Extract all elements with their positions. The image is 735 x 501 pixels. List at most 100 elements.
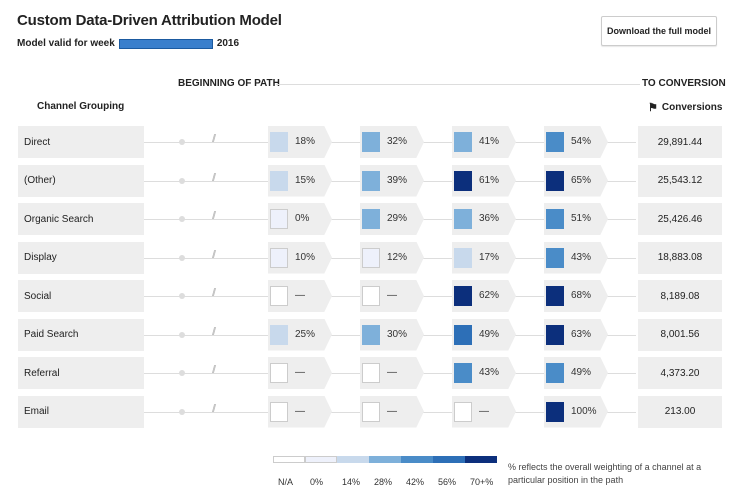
weight-swatch bbox=[454, 209, 472, 229]
weight-percent: 43% bbox=[571, 251, 592, 263]
weight-percent: 39% bbox=[387, 174, 408, 186]
weight-swatch bbox=[270, 324, 288, 345]
weight-percent: 51% bbox=[571, 213, 592, 224]
path-break-icon: // bbox=[212, 171, 216, 184]
path-dot bbox=[179, 139, 185, 145]
legend-swatch bbox=[433, 456, 465, 463]
path-step-3: 62% bbox=[452, 280, 516, 312]
weight-swatch bbox=[362, 363, 380, 383]
weight-swatch bbox=[454, 324, 472, 345]
path-step-4: 51% bbox=[544, 203, 608, 235]
path-step-3: 61% bbox=[452, 164, 516, 197]
weight-swatch bbox=[270, 247, 288, 268]
path-step-1: 25% bbox=[268, 318, 332, 351]
weight-swatch bbox=[362, 401, 380, 422]
path-dot bbox=[179, 370, 185, 376]
week-redaction-bar bbox=[118, 38, 213, 49]
model-validity: Model valid for week 2016 bbox=[17, 38, 239, 49]
table-row: // Direct 18% 32% 41% 54% 29,891.44 bbox=[0, 126, 735, 158]
weight-percent: 0% bbox=[295, 213, 310, 224]
channel-name[interactable]: (Other) bbox=[18, 164, 144, 197]
weight-swatch bbox=[546, 170, 564, 191]
download-model-button[interactable]: Download the full model bbox=[601, 16, 717, 46]
path-step-1: 15% bbox=[268, 164, 332, 197]
weight-swatch bbox=[454, 132, 472, 152]
weight-swatch bbox=[270, 170, 288, 191]
path-dot bbox=[179, 293, 185, 299]
path-break-icon: // bbox=[212, 287, 216, 299]
weight-percent: 54% bbox=[571, 136, 592, 147]
path-step-2: — bbox=[360, 357, 424, 389]
path-break-icon: // bbox=[212, 325, 216, 338]
channel-name[interactable]: Paid Search bbox=[18, 318, 144, 351]
to-conversion-header: TO CONVERSION bbox=[642, 78, 726, 89]
conversions-value: 213.00 bbox=[638, 395, 722, 428]
table-row: // Paid Search 25% 30% 49% 63% 8,001.56 bbox=[0, 318, 735, 351]
channel-name[interactable]: Organic Search bbox=[18, 203, 144, 235]
weight-percent: 25% bbox=[295, 328, 316, 340]
weight-percent: 61% bbox=[479, 174, 500, 186]
validity-suffix: 2016 bbox=[216, 38, 240, 49]
path-step-4: 65% bbox=[544, 164, 608, 197]
color-legend bbox=[273, 456, 497, 463]
weight-swatch bbox=[270, 286, 288, 306]
weight-percent: 43% bbox=[479, 367, 500, 378]
weight-swatch bbox=[362, 132, 380, 152]
path-dot bbox=[179, 216, 185, 222]
table-row: // Referral — — 43% 49% 4,373.20 bbox=[0, 357, 735, 389]
channel-name[interactable]: Display bbox=[18, 241, 144, 274]
weight-swatch bbox=[362, 286, 380, 306]
weight-swatch bbox=[546, 286, 564, 306]
path-step-1: 0% bbox=[268, 203, 332, 235]
path-step-4: 54% bbox=[544, 126, 608, 158]
path-step-1: — bbox=[268, 395, 332, 428]
path-step-1: — bbox=[268, 280, 332, 312]
path-dot bbox=[179, 254, 185, 261]
weight-percent: — bbox=[295, 290, 305, 301]
channel-name[interactable]: Social bbox=[18, 280, 144, 312]
weight-swatch bbox=[454, 286, 472, 306]
path-break-icon: // bbox=[212, 133, 216, 145]
channel-name[interactable]: Direct bbox=[18, 126, 144, 158]
weight-swatch bbox=[546, 324, 564, 345]
beginning-of-path-header: BEGINNING OF PATH bbox=[178, 78, 280, 89]
path-break-icon: // bbox=[212, 210, 216, 222]
conversions-value: 8,001.56 bbox=[638, 318, 722, 351]
weight-percent: 36% bbox=[479, 213, 500, 224]
weight-percent: 49% bbox=[571, 367, 592, 378]
legend-label: 28% bbox=[374, 477, 393, 487]
legend-note: % reflects the overall weighting of a ch… bbox=[508, 462, 702, 485]
weight-percent: 32% bbox=[387, 136, 408, 147]
weight-percent: 62% bbox=[479, 290, 500, 301]
conversions-value: 29,891.44 bbox=[638, 126, 722, 158]
channel-name[interactable]: Email bbox=[18, 395, 144, 428]
weight-swatch bbox=[546, 209, 564, 229]
page-title: Custom Data-Driven Attribution Model bbox=[17, 12, 282, 29]
path-break-icon: // bbox=[212, 402, 216, 415]
weight-percent: — bbox=[387, 290, 397, 301]
flag-icon: ⚑ bbox=[648, 102, 658, 114]
channel-grouping-header: Channel Grouping bbox=[37, 101, 125, 112]
legend-label: 70+% bbox=[470, 477, 494, 487]
weight-swatch bbox=[546, 247, 564, 268]
weight-swatch bbox=[454, 170, 472, 191]
legend-label: 0% bbox=[310, 477, 324, 487]
weight-swatch bbox=[546, 132, 564, 152]
path-step-1: 18% bbox=[268, 126, 332, 158]
path-dot bbox=[179, 177, 185, 184]
path-step-3: 43% bbox=[452, 357, 516, 389]
validity-prefix: Model valid for week bbox=[17, 38, 115, 49]
weight-swatch bbox=[546, 401, 564, 422]
weight-swatch bbox=[454, 247, 472, 268]
path-step-3: 36% bbox=[452, 203, 516, 235]
legend-swatch bbox=[465, 456, 497, 463]
path-step-3: 49% bbox=[452, 318, 516, 351]
weight-percent: 10% bbox=[295, 251, 316, 263]
weight-swatch bbox=[270, 363, 288, 383]
conversions-header: ⚑ Conversions bbox=[648, 101, 722, 114]
channel-name[interactable]: Referral bbox=[18, 357, 144, 389]
weight-percent: 100% bbox=[571, 405, 597, 417]
weight-percent: 12% bbox=[387, 251, 408, 263]
weight-percent: 15% bbox=[295, 174, 316, 186]
weight-swatch bbox=[362, 324, 380, 345]
